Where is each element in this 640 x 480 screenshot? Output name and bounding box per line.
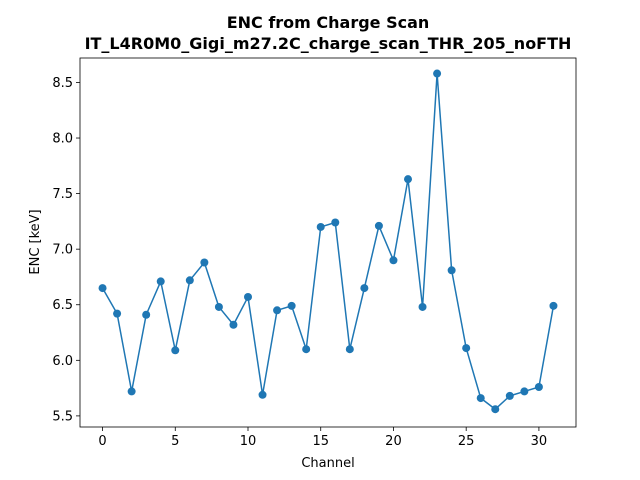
plot-area: 0 5 10 15 20 25 30 5.5 6.0 6.5 7.0 7.5 8.0 8.5 bbox=[52, 57, 577, 449]
data-point bbox=[171, 346, 180, 355]
data-point bbox=[273, 306, 282, 315]
y-tick-label: 6.5 bbox=[52, 298, 73, 313]
axes-frame bbox=[79, 57, 577, 428]
data-point bbox=[520, 387, 529, 396]
data-point bbox=[200, 258, 209, 267]
x-tick-label: 15 bbox=[312, 434, 329, 449]
data-point bbox=[549, 301, 558, 310]
data-point bbox=[447, 266, 456, 275]
chart-subtitle: IT_L4R0M0_Gigi_m27.2C_charge_scan_THR_20… bbox=[85, 34, 572, 53]
data-point bbox=[287, 301, 296, 310]
data-point bbox=[98, 284, 107, 293]
x-axis-label: Channel bbox=[301, 456, 354, 471]
data-point bbox=[302, 345, 311, 354]
x-tick-label: 25 bbox=[458, 434, 475, 449]
data-point bbox=[127, 387, 136, 396]
y-tick-label: 7.5 bbox=[52, 187, 73, 202]
data-point bbox=[418, 302, 427, 311]
y-tick-label: 8.5 bbox=[52, 76, 73, 91]
y-tick-label: 5.5 bbox=[52, 409, 73, 424]
y-tick-label: 6.0 bbox=[52, 354, 73, 369]
data-point bbox=[113, 309, 122, 318]
chart-title: ENC from Charge Scan bbox=[227, 13, 430, 32]
data-point bbox=[214, 302, 223, 311]
data-point bbox=[185, 276, 194, 285]
data-point bbox=[331, 218, 340, 227]
data-point bbox=[491, 405, 500, 414]
x-tick-label: 20 bbox=[385, 434, 402, 449]
data-point bbox=[229, 320, 238, 329]
x-tick-label: 30 bbox=[531, 434, 548, 449]
data-point bbox=[433, 69, 442, 78]
data-point bbox=[345, 345, 354, 354]
data-point bbox=[404, 175, 412, 184]
data-point bbox=[374, 221, 383, 230]
data-point bbox=[462, 344, 471, 353]
x-tick-label: 0 bbox=[98, 434, 106, 449]
data-point bbox=[142, 310, 151, 319]
data-point bbox=[505, 391, 514, 400]
y-tick-label: 7.0 bbox=[52, 243, 73, 258]
data-point bbox=[476, 394, 485, 403]
x-tick-label: 5 bbox=[171, 434, 179, 449]
data-point bbox=[389, 256, 398, 265]
y-tick-label: 8.0 bbox=[52, 132, 73, 147]
series-line bbox=[101, 72, 555, 410]
y-axis-label: ENC [keV] bbox=[28, 209, 43, 274]
data-point bbox=[156, 277, 165, 286]
data-point bbox=[244, 292, 252, 301]
data-point bbox=[534, 382, 543, 391]
data-point bbox=[258, 390, 267, 399]
data-point bbox=[360, 284, 369, 293]
x-tick-label: 10 bbox=[240, 434, 257, 449]
data-point bbox=[316, 222, 325, 231]
